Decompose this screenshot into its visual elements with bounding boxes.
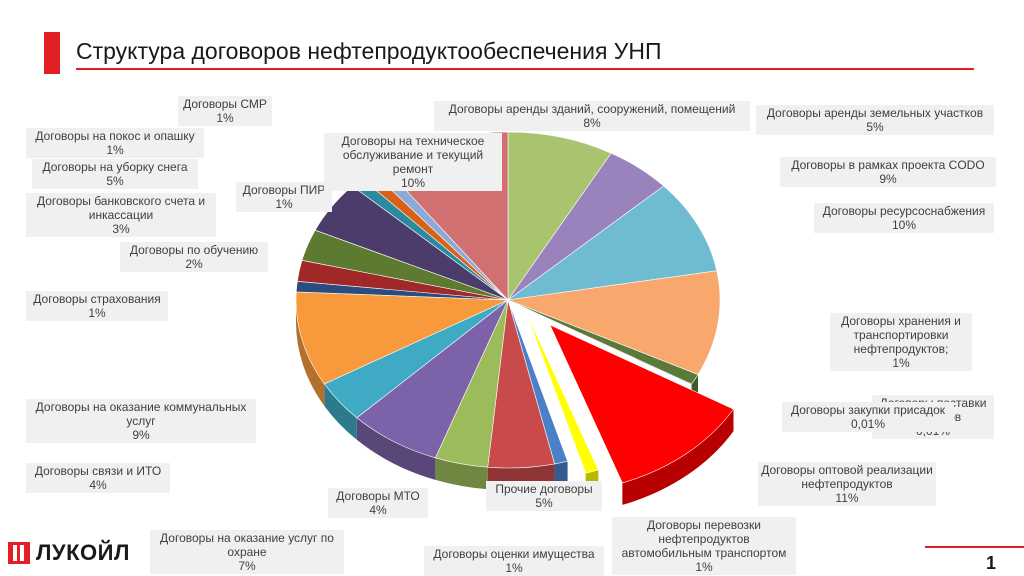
slice-label-percent: 7% (238, 559, 256, 573)
slice-label-name: Договоры на оказание услуг по охране (160, 531, 334, 559)
pie-slice-1 (507, 131, 612, 301)
slice-label: Договоры аренды зданий, сооружений, поме… (434, 101, 750, 131)
slice-label-name: Договоры ПИР (242, 183, 326, 197)
slice-label: Договоры МТО 4% (328, 488, 428, 518)
slice-label-name: Договоры связи и ИТО (34, 464, 162, 478)
slice-label-percent: 3% (112, 222, 130, 236)
slice-label: Договоры на уборку снега 5% (32, 159, 198, 189)
slice-label: Договоры аренды земельных участков 5% (756, 105, 994, 135)
pie-slice-5 (507, 299, 699, 385)
slice-label-percent: 9% (132, 428, 150, 442)
slice-label-percent: 1% (106, 143, 124, 157)
pie-side-walls (296, 300, 734, 505)
slice-label: Договоры ПИР 1% (236, 182, 332, 212)
slice-label: Договоры на техническое обслуживание и т… (324, 133, 502, 191)
slice-label: Прочие договоры 5% (486, 481, 602, 511)
slice-label-name: Договоры аренды зданий, сооружений, поме… (448, 102, 736, 116)
slice-label-name: Договоры по обучению (129, 243, 259, 257)
slice-label-percent: 1% (505, 561, 523, 575)
pie-slice-8 (549, 324, 734, 484)
slice-label-name: Договоры на техническое обслуживание и т… (341, 134, 485, 176)
slice-label-percent: 11% (835, 491, 859, 505)
slice-label-percent: 1% (892, 356, 910, 370)
slice-label-name: Договоры хранения и транспортировки нефт… (841, 314, 961, 356)
slice-label: Договоры связи и ИТО 4% (26, 463, 170, 493)
title-accent-bar (44, 32, 60, 74)
slice-label: Договоры в рамках проекта CODO 9% (780, 157, 996, 187)
slice-label-percent: 5% (866, 120, 884, 134)
page-title: Структура договоров нефтепродуктообеспеч… (76, 38, 662, 64)
slice-label-name: Договоры СМР (183, 97, 267, 111)
slice-label: Договоры по обучению 2% (120, 242, 268, 272)
slice-label: Договоры банковского счета и инкассации 3… (26, 193, 216, 237)
slice-label-percent: 4% (89, 478, 107, 492)
slice-label: Договоры на оказание коммунальных услуг 9… (26, 399, 256, 443)
slice-label-percent: 1% (695, 560, 713, 574)
slice-label-percent: 8% (583, 116, 601, 130)
pie-slice-15 (295, 291, 509, 385)
slice-label-percent: 2% (185, 257, 203, 271)
slice-label: Договоры оптовой реализации нефтепродукт… (758, 462, 936, 506)
title-underline (76, 68, 974, 70)
pie-side-15 (296, 300, 325, 406)
slice-label-percent: 9% (879, 172, 897, 186)
slice-label-percent: 10% (891, 218, 917, 232)
slice-label: Договоры на покос и опашку 1% (26, 128, 204, 158)
slice-label-name: Прочие договоры (495, 482, 593, 496)
slice-label-name: Договоры оценки имущества (433, 547, 595, 561)
slice-label-percent: 1% (88, 306, 106, 320)
pie-side-12 (435, 457, 488, 490)
pie-slices (295, 131, 734, 484)
pie-side-13 (356, 417, 436, 480)
pie-side-10 (554, 461, 568, 486)
slice-label-name: Договоры на оказание коммунальных услуг (35, 400, 247, 428)
pie-slice-7 (508, 300, 692, 385)
slice-label: Договоры ресурсоснабжения 10% (814, 203, 994, 233)
pie-slice-6 (508, 300, 692, 385)
slice-label: Договоры страхования 1% (26, 291, 168, 321)
slice-label: Договоры оценки имущества 1% (424, 546, 604, 576)
slice-label-name: Договоры аренды земельных участков (766, 106, 984, 120)
slice-label-percent: 5% (106, 174, 124, 188)
slice-label-name: Договоры перевозки нефтепродуктов автомо… (621, 518, 787, 560)
pie-slice-3 (507, 185, 718, 301)
slice-label: Договоры перевозки нефтепродуктов автомо… (612, 517, 796, 575)
slice-label-name: Договоры оптовой реализации нефтепродукт… (761, 463, 933, 491)
slice-label-percent: 1% (275, 197, 293, 211)
slice-label-percent: 4% (369, 503, 387, 517)
slice-label-name: Договоры на уборку снега (42, 160, 188, 174)
slice-label-percent: 0,01% (850, 417, 886, 431)
slice-label: Договоры хранения и транспортировки нефт… (830, 313, 972, 371)
slice-label-name: Договоры ресурсоснабжения (822, 204, 986, 218)
slice-label-name: Договоры в рамках проекта CODO (791, 158, 985, 172)
pie-side-14 (324, 383, 357, 440)
slice-label-name: Договоры на покос и опашку (35, 129, 195, 143)
slice-label-name: Договоры закупки присадок (790, 403, 946, 417)
pie-slice-9 (525, 311, 599, 474)
lukoil-logo-icon (8, 542, 30, 564)
pie-slice-4 (506, 270, 721, 375)
slice-label-percent: 1% (216, 111, 234, 125)
page-number: 1 (986, 553, 997, 573)
pie-side-8 (622, 409, 734, 505)
slice-label: Договоры СМР 1% (178, 96, 272, 126)
slice-label-percent: 10% (400, 176, 426, 190)
slice-label-name: Договоры МТО (336, 489, 420, 503)
logo-text: ЛУКОЙЛ (36, 540, 130, 565)
slice-label: Договоры на оказание услуг по охране 7% (150, 530, 344, 574)
slice-label-name: Договоры страхования (33, 292, 161, 306)
footer-rule (925, 546, 1024, 548)
slice-label-name: Договоры банковского счета и инкассации (36, 194, 206, 222)
slice-label-percent: 5% (535, 496, 553, 510)
company-logo: ЛУКОЙЛ (8, 540, 130, 566)
slice-label: Договоры закупки присадок 0,01% (782, 402, 954, 432)
